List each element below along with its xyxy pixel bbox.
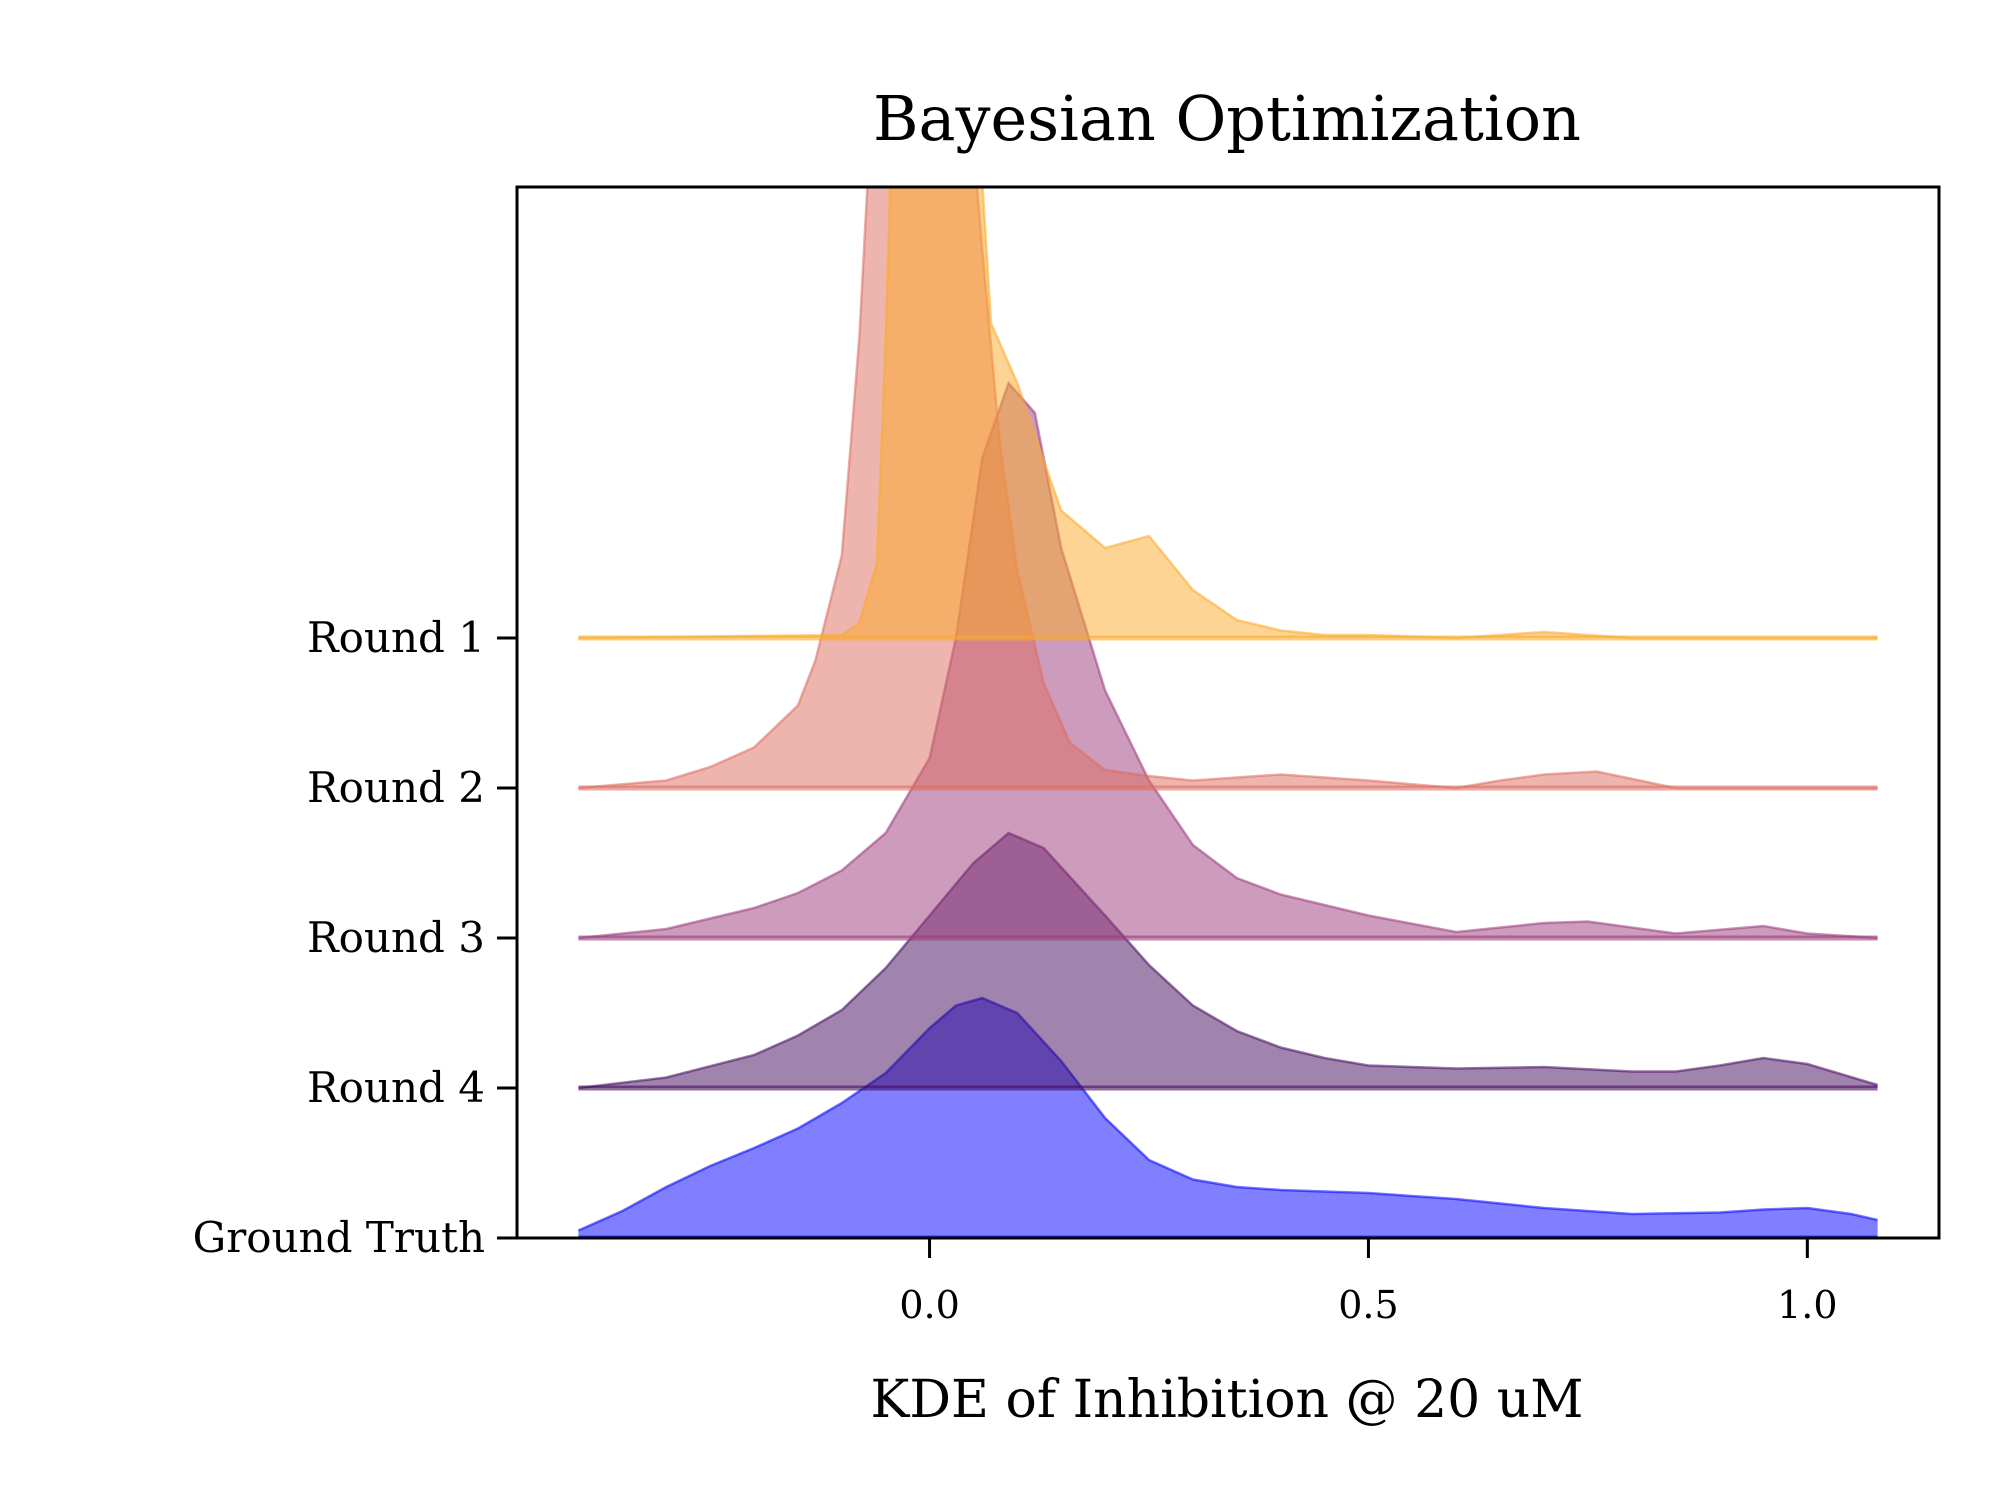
plot-area <box>577 187 1878 1238</box>
x-tick-label: 0.0 <box>899 1283 959 1327</box>
y-tick-label: Ground Truth <box>193 1213 485 1262</box>
y-tick-label: Round 3 <box>307 913 485 962</box>
y-tick-label: Round 4 <box>307 1063 485 1112</box>
ridge-outline-round-4 <box>578 831 1878 1090</box>
ridge-outline-ground-truth <box>577 996 1878 1232</box>
x-tick-label: 1.0 <box>1777 1283 1837 1327</box>
axes-frame <box>515 185 1941 1240</box>
y-tick-label: Round 2 <box>307 763 485 812</box>
ridge-round-3 <box>578 380 1878 941</box>
ridge-area-round-3 <box>578 383 1878 938</box>
ridge-area-round-1 <box>578 187 1878 638</box>
chart-title: Bayesian Optimization <box>873 82 1581 155</box>
ridge-area-round-4 <box>578 833 1878 1088</box>
ridge-round-4 <box>578 831 1878 1091</box>
y-axis-ticks: Ground Truth Round 4 Round 3 Round 2 Round 1 <box>193 613 517 1262</box>
y-tick-label: Round 1 <box>307 613 485 662</box>
ridge-round-1 <box>578 187 1878 641</box>
x-axis-label: KDE of Inhibition @ 20 uM <box>871 1370 1584 1430</box>
x-tick-label: 0.5 <box>1338 1283 1398 1327</box>
ridge-outline-round-3 <box>578 380 1878 940</box>
x-axis-ticks: 0.0 0.5 1.0 <box>899 1238 1838 1327</box>
